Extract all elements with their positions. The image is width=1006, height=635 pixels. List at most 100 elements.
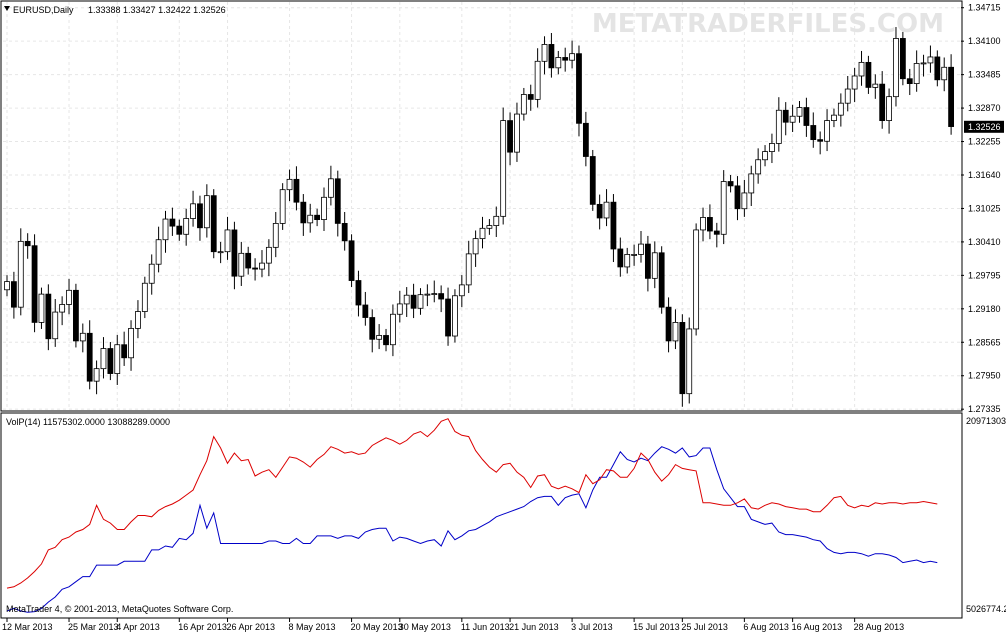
candle [638, 231, 644, 263]
candle-body [899, 38, 906, 80]
symbol-header: EURUSD,Daily 1.33388 1.33427 1.32422 1.3… [4, 5, 226, 15]
volume-indicator-pane[interactable] [0, 412, 963, 619]
candle [265, 239, 272, 277]
candle-body [203, 195, 210, 229]
candle-body [458, 284, 465, 297]
candle-body [348, 240, 355, 281]
candle-body [644, 243, 651, 279]
candle [114, 334, 121, 385]
candle-body [879, 83, 886, 121]
candle [348, 234, 355, 288]
candle-body [920, 62, 927, 65]
candle [727, 174, 734, 193]
candle-body [555, 57, 562, 69]
candle [327, 165, 334, 206]
candle-body [265, 246, 272, 264]
candle [920, 54, 927, 77]
candle [465, 240, 472, 294]
candle-body [679, 322, 686, 395]
price-tick-label: 1.27950 [968, 371, 1001, 381]
candle [596, 194, 603, 230]
candle-body [562, 57, 569, 61]
candle-body [831, 114, 837, 121]
candle [479, 216, 486, 249]
candle-body [720, 181, 727, 235]
candle [514, 102, 520, 162]
price-tick-label: 1.32255 [968, 137, 1001, 147]
volume-lines [6, 418, 938, 613]
candle [183, 208, 190, 246]
candle-body [500, 120, 507, 217]
candle [679, 314, 686, 407]
candle [665, 297, 672, 353]
candle-body [576, 53, 582, 124]
candle [769, 133, 775, 164]
candle-body [431, 293, 438, 295]
candle [176, 219, 183, 241]
candle [879, 71, 886, 129]
candle-body [141, 282, 148, 312]
candle [927, 45, 934, 73]
price-pane[interactable] [0, 0, 963, 412]
candle-body [417, 294, 424, 309]
copyright-label: MetaTrader 4, © 2001-2013, MetaQuotes So… [6, 604, 233, 614]
candle [162, 210, 169, 253]
candle [293, 166, 300, 211]
candle-body [362, 304, 369, 318]
current-price-label: 1.32526 [968, 122, 1001, 132]
candle [93, 360, 100, 395]
candle-body [762, 151, 768, 161]
candle [755, 148, 762, 184]
candle-body [858, 61, 865, 77]
volume-axis: 20971303 5026774.2 [966, 416, 1006, 614]
candle [562, 47, 569, 72]
candle [686, 317, 693, 404]
candle [803, 97, 810, 137]
current-price-box [964, 120, 1004, 133]
candle [472, 230, 479, 267]
candle-body [121, 344, 128, 359]
candle-body [465, 253, 472, 286]
candle [396, 290, 403, 323]
price-tick-label: 1.27335 [968, 404, 1001, 414]
candle-body [24, 240, 31, 247]
candle-body [259, 262, 265, 270]
symbol-label: EURUSD,Daily [13, 5, 74, 15]
candle [300, 194, 307, 236]
candle [31, 234, 38, 333]
candle-body [748, 173, 755, 194]
candle [59, 296, 66, 326]
candle [390, 304, 396, 357]
candle-body [934, 56, 941, 81]
candle-body [293, 178, 300, 203]
candle-body [796, 107, 803, 117]
volume-line-blue [6, 446, 938, 613]
candle [86, 320, 93, 390]
price-grid [3, 2, 960, 410]
candle [700, 207, 706, 242]
candle-body [514, 113, 520, 153]
candle [948, 54, 955, 135]
candle-body [520, 94, 527, 115]
candle-body [162, 218, 169, 241]
candle-body [300, 201, 307, 224]
time-tick-label: 25 Mar 2013 [68, 622, 119, 632]
candle [259, 250, 265, 278]
candle-body [755, 159, 762, 175]
candle [906, 68, 913, 96]
candle [534, 48, 541, 108]
candle-body [403, 294, 410, 305]
candle-body [906, 78, 913, 85]
candle [17, 228, 24, 316]
candle-body [624, 254, 631, 268]
time-tick-label: 20 May 2013 [351, 622, 403, 632]
triangle-down-icon [4, 6, 10, 11]
time-tick-label: 6 Aug 2013 [743, 622, 789, 632]
time-tick-label: 15 Jul 2013 [633, 622, 680, 632]
candle-body [534, 60, 541, 100]
time-tick-label: 26 Apr 2013 [227, 622, 276, 632]
candle [941, 57, 948, 92]
candle [617, 237, 624, 277]
